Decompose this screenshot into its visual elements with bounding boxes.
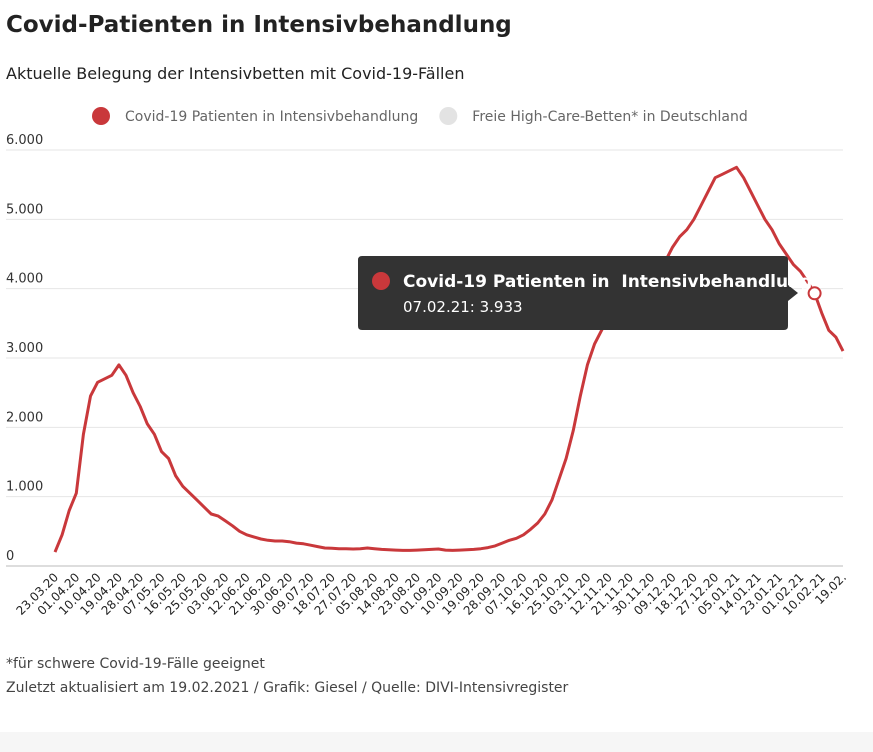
legend-label: Freie High-Care-Betten* in Deutschland	[472, 109, 747, 125]
tooltip-title: Covid-19 Patienten in Intensivbehandlung	[403, 272, 812, 292]
tooltip-box	[358, 256, 798, 330]
y-tick-label: 3.000	[6, 341, 43, 356]
data-line	[53, 165, 845, 553]
footnote: *für schwere Covid-19-Fälle geeignet	[6, 656, 265, 672]
bottom-band	[0, 732, 873, 752]
footnote: Zuletzt aktualisiert am 19.02.2021 / Gra…	[6, 680, 569, 696]
y-tick-label: 4.000	[6, 272, 43, 287]
legend-swatch	[439, 107, 458, 125]
chart-subtitle: Aktuelle Belegung der Intensivbetten mit…	[6, 64, 464, 83]
chart-title: Covid-Patienten in Intensivbehandlung	[6, 12, 512, 38]
y-tick-label: 0	[6, 549, 14, 564]
legend-label: Covid-19 Patienten in Intensivbehandlung	[125, 109, 418, 125]
hover-marker	[807, 286, 822, 301]
tooltip: Covid-19 Patienten in Intensivbehandlung…	[358, 256, 812, 330]
y-tick-label: 1.000	[6, 480, 43, 495]
tooltip-label: 07.02.21: 3.933	[403, 298, 523, 316]
y-tick-label: 6.000	[6, 133, 43, 148]
tooltip-swatch	[372, 272, 390, 290]
y-tick-label: 5.000	[6, 202, 43, 217]
y-tick-label: 2.000	[6, 410, 43, 425]
legend-swatch	[92, 107, 110, 125]
